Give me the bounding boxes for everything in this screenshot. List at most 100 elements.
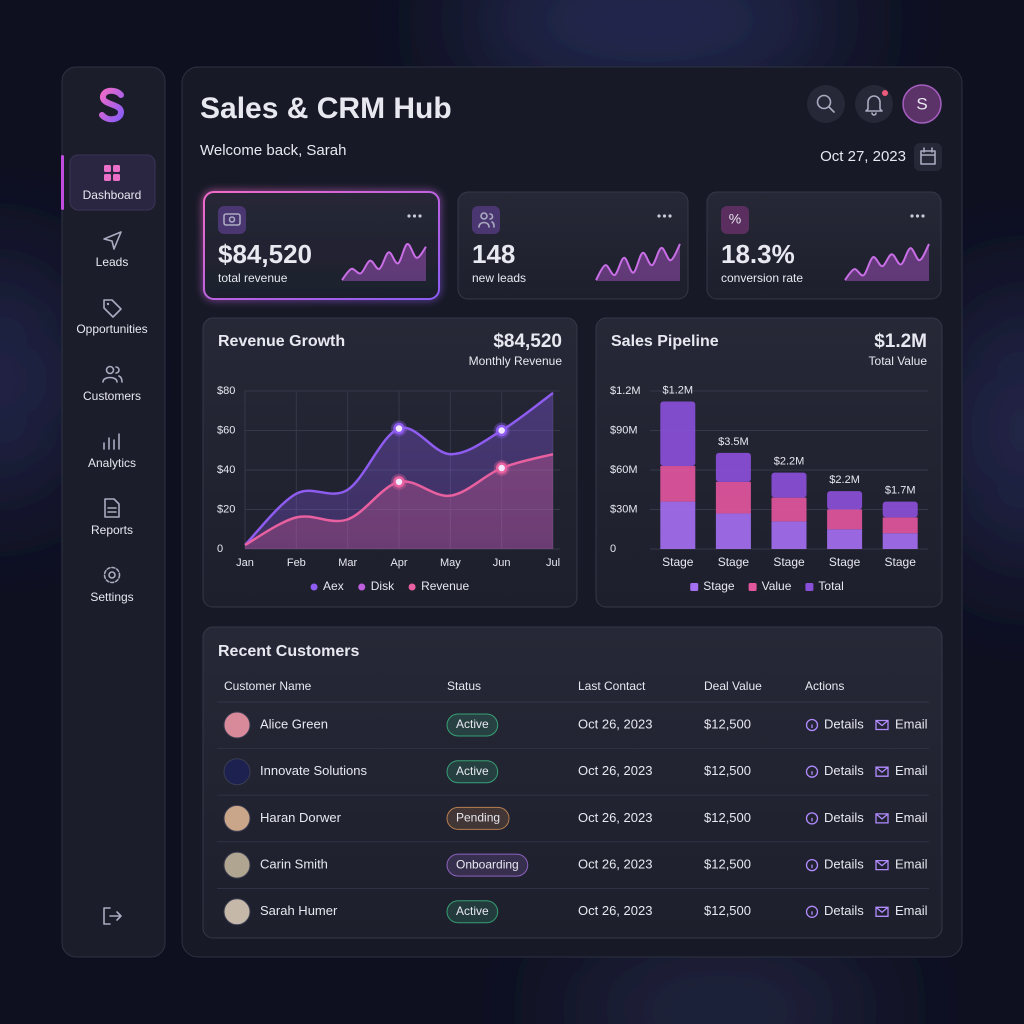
legend-swatch <box>358 583 366 591</box>
sparkline <box>341 243 427 281</box>
action-label: Email <box>895 857 928 872</box>
action-label: Details <box>824 810 864 825</box>
customer-name[interactable]: Alice Green <box>260 716 328 731</box>
info-icon <box>805 905 819 918</box>
bar-segment <box>771 521 807 549</box>
customer-name[interactable]: Sarah Humer <box>260 903 338 918</box>
svg-text:%: % <box>729 211 741 227</box>
status-label: Active <box>456 717 489 731</box>
status-label: Active <box>456 764 489 778</box>
notifications-button[interactable] <box>855 85 893 123</box>
x-tick-label: Apr <box>390 557 407 569</box>
customer-name[interactable]: Haran Dorwer <box>260 810 342 825</box>
last-contact: Oct 26, 2023 <box>578 903 652 918</box>
nav-label[interactable]: Analytics <box>88 456 136 470</box>
deal-value: $12,500 <box>704 763 751 778</box>
customer-name[interactable]: Carin Smith <box>260 857 328 872</box>
details-action[interactable]: Details <box>805 857 865 872</box>
last-contact: Oct 26, 2023 <box>578 763 652 778</box>
nav-label[interactable]: Dashboard <box>83 188 142 202</box>
action-label: Email <box>895 903 928 918</box>
nav-icons <box>102 165 123 925</box>
x-tick-label: Stage <box>885 555 917 569</box>
email-action[interactable]: Email <box>875 857 928 872</box>
y-tick-label: $60M <box>610 464 638 476</box>
last-contact: Oct 26, 2023 <box>578 716 652 731</box>
legend-label: Total <box>818 579 843 593</box>
email-action[interactable]: Email <box>875 763 928 778</box>
nav-label[interactable]: Reports <box>91 523 133 537</box>
bar-label: $3.5M <box>718 436 749 448</box>
action-label: Email <box>895 810 928 825</box>
marker <box>495 462 508 474</box>
marker <box>495 424 508 437</box>
x-tick-label: Mar <box>338 557 357 569</box>
column-header: Actions <box>805 679 844 693</box>
bar-segment <box>715 513 751 549</box>
bar-segment <box>771 472 807 498</box>
kpi-label: conversion rate <box>721 271 803 285</box>
y-tick-label: $30M <box>610 503 638 515</box>
search-button[interactable] <box>807 85 845 123</box>
x-tick-label: May <box>440 557 461 569</box>
details-action[interactable]: Details <box>805 716 865 732</box>
details-action[interactable]: Details <box>805 810 865 825</box>
action-label: Details <box>824 716 864 731</box>
action-label: Email <box>895 763 928 778</box>
status-pill <box>446 760 499 784</box>
status-pill <box>446 806 510 830</box>
info-icon <box>805 858 819 872</box>
chart-headline: $84,520 <box>493 331 562 352</box>
page-title: Sales & CRM Hub <box>200 92 452 125</box>
calendar-button[interactable] <box>914 143 942 171</box>
bar-segment <box>827 509 863 530</box>
customer-avatar <box>223 711 251 739</box>
x-tick-label: Stage <box>718 555 750 569</box>
nav-label[interactable]: Settings <box>90 590 133 604</box>
bar-segment <box>882 501 918 518</box>
kpi-label: new leads <box>472 271 526 285</box>
chart-title: Revenue Growth <box>218 333 345 350</box>
mail-icon <box>875 766 889 777</box>
legend-swatch <box>748 583 757 591</box>
last-contact: Oct 26, 2023 <box>578 810 652 825</box>
mail-icon <box>875 719 889 731</box>
legend-label: Aex <box>323 579 344 593</box>
bar-label: $1.2M <box>663 384 694 396</box>
deal-value: $12,500 <box>704 903 751 918</box>
marker <box>393 476 405 488</box>
kpi-label: total revenue <box>218 271 288 285</box>
nav-label[interactable]: Leads <box>96 255 129 269</box>
deal-value: $12,500 <box>704 716 751 731</box>
mail-icon <box>875 906 889 917</box>
info-icon <box>805 765 819 778</box>
y-tick-label: $40 <box>217 464 235 476</box>
nav-label[interactable]: Customers <box>83 389 141 403</box>
y-tick-label: $1.2M <box>610 385 641 397</box>
sparkline <box>595 243 681 281</box>
active-nav-bg <box>69 154 156 211</box>
details-action[interactable]: Details <box>805 903 865 918</box>
email-action[interactable]: Email <box>875 810 928 825</box>
email-action[interactable]: Email <box>875 716 928 731</box>
customer-avatar <box>223 804 251 832</box>
y-tick-label: 0 <box>217 543 223 555</box>
customer-avatar <box>223 851 251 879</box>
details-action[interactable]: Details <box>805 763 865 778</box>
status-label: Active <box>456 904 489 918</box>
customer-name[interactable]: Innovate Solutions <box>260 763 367 778</box>
bar-segment <box>660 401 696 467</box>
column-header: Status <box>447 679 481 693</box>
nav-label[interactable]: Opportunities <box>76 322 147 336</box>
email-action[interactable]: Email <box>875 903 928 918</box>
info-icon <box>805 718 819 732</box>
status-pill <box>446 853 529 877</box>
status-label: Pending <box>456 811 500 825</box>
area <box>245 454 553 549</box>
avatar-button[interactable] <box>902 84 942 124</box>
status-label: Onboarding <box>456 857 519 871</box>
bar-segment <box>715 481 751 514</box>
date: Oct 27, 2023 <box>820 148 906 165</box>
action-label: Details <box>824 857 864 872</box>
